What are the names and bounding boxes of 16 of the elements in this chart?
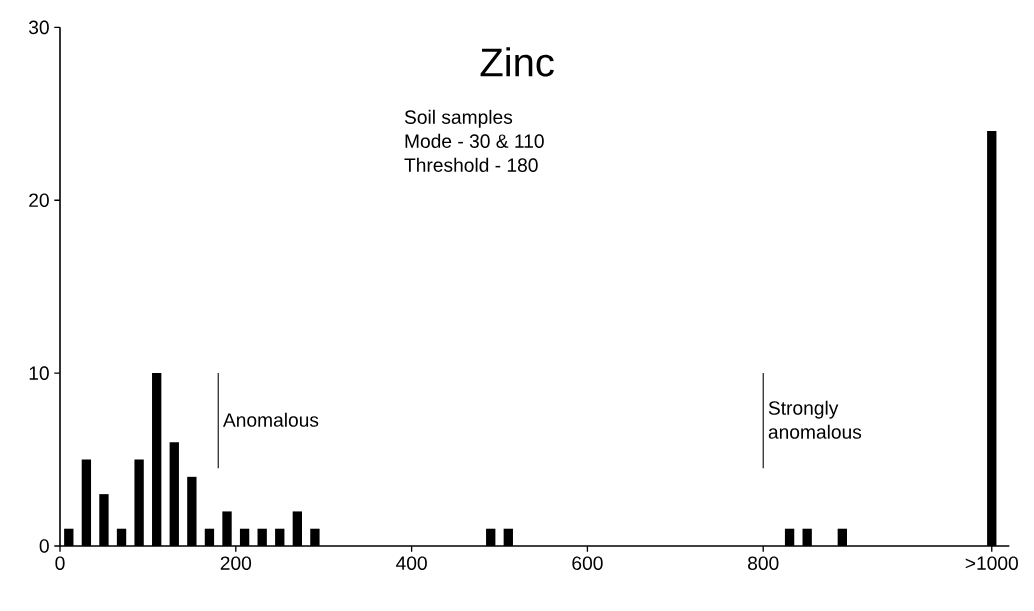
ref-line-label: Strongly anomalous bbox=[768, 400, 862, 439]
chart-title: Zinc bbox=[480, 47, 554, 77]
y-tick-label: 0 bbox=[39, 539, 49, 553]
x-tick-label: 800 bbox=[748, 556, 779, 570]
y-tick-label: 10 bbox=[29, 366, 49, 380]
annotation: Soil samples bbox=[404, 109, 513, 128]
x-tick-label: >1000 bbox=[965, 556, 1018, 570]
x-tick-label: 200 bbox=[220, 556, 252, 570]
y-tick-label: 20 bbox=[29, 193, 49, 208]
x-tick-label: 400 bbox=[396, 556, 427, 570]
annotation: Mode - 30 & 110 bbox=[405, 133, 544, 148]
ref-line-label: Anomalous bbox=[222, 412, 319, 427]
annotation: Threshold - 180 bbox=[404, 157, 538, 172]
x-tick-label: 0 bbox=[55, 556, 65, 570]
x-tick-label: 600 bbox=[572, 556, 603, 570]
y-tick-label: 30 bbox=[28, 20, 49, 35]
